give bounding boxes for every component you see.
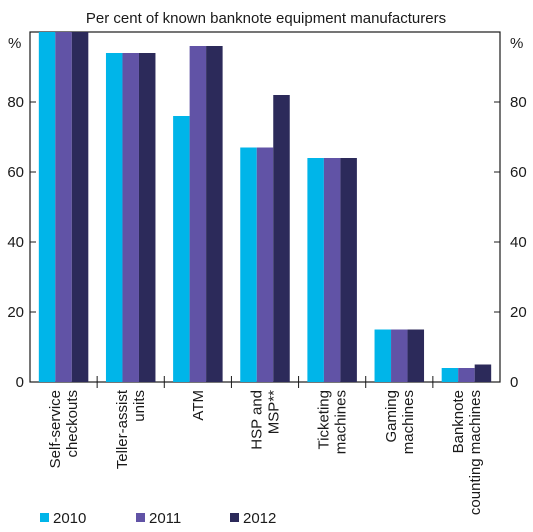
x-tick-label-3: MSP** xyxy=(266,390,283,434)
bar-2011-4 xyxy=(323,158,341,382)
y-tick-label-left: 20 xyxy=(7,304,24,321)
y-tick-label-right: 80 xyxy=(510,94,527,111)
bar-2011-2 xyxy=(189,46,207,382)
legend-label-2010: 2010 xyxy=(53,510,86,527)
bar-2011-6 xyxy=(458,368,475,382)
bars xyxy=(38,32,492,382)
bar-2010-2 xyxy=(173,116,190,382)
bar-2012-6 xyxy=(474,364,492,382)
x-tick-label-1: Teller-assist xyxy=(114,389,131,469)
legend-swatch-2012 xyxy=(230,513,239,522)
y-tick-label-left: 0 xyxy=(16,374,24,391)
y-tick-label-left: 40 xyxy=(7,234,24,251)
legend-swatch-2011 xyxy=(136,513,145,522)
bar-2012-3 xyxy=(273,95,290,382)
bar-2010-5 xyxy=(374,329,392,382)
x-tick-label-4: Ticketing xyxy=(316,390,333,449)
x-tick-label-3: HSP and xyxy=(249,390,266,450)
x-tick-label-1: units xyxy=(131,390,148,422)
x-tick-label-0: Self-service xyxy=(47,390,64,468)
bar-2010-6 xyxy=(441,368,459,382)
x-tick-label-6: Banknote xyxy=(450,390,467,453)
bar-2011-1 xyxy=(122,53,139,382)
x-tick-label-5: Gaming xyxy=(383,390,400,443)
bar-2010-0 xyxy=(38,32,56,382)
y-tick-label-right: 40 xyxy=(510,234,527,251)
y-axis-label-right: % xyxy=(510,35,523,52)
legend: 2010 2011 2012 xyxy=(40,510,276,527)
legend-label-2011: 2011 xyxy=(149,510,181,527)
y-axis-label-left: % xyxy=(8,35,21,52)
bar-2012-4 xyxy=(340,158,357,382)
bar-2010-4 xyxy=(307,158,324,382)
bar-2010-3 xyxy=(240,147,257,382)
x-tick-label-4: machines xyxy=(333,390,350,454)
x-tick-label-0: checkouts xyxy=(64,390,81,458)
bar-2012-1 xyxy=(138,53,156,382)
y-tick-label-left: 80 xyxy=(7,94,24,111)
y-axis-ticks: 0 0 20 20 40 40 60 60 80 80 xyxy=(7,94,526,391)
bar-2010-1 xyxy=(105,53,123,382)
category-dividers xyxy=(96,376,434,388)
x-tick-label-5: machines xyxy=(400,390,417,454)
chart-subtitle: Per cent of known banknote equipment man… xyxy=(86,10,446,27)
bar-2011-5 xyxy=(391,329,408,382)
x-axis-tick-labels: Self-service checkouts Teller-assist units A… xyxy=(47,389,484,515)
bar-2011-3 xyxy=(256,147,274,382)
bar-2012-2 xyxy=(206,46,223,382)
x-tick-label-6: counting machines xyxy=(467,390,484,515)
legend-label-2012: 2012 xyxy=(243,510,276,527)
y-tick-label-right: 60 xyxy=(510,164,527,181)
bar-2012-5 xyxy=(407,329,425,382)
y-tick-label-left: 60 xyxy=(7,164,24,181)
y-tick-label-right: 20 xyxy=(510,304,527,321)
bar-2012-0 xyxy=(71,32,89,382)
legend-swatch-2010 xyxy=(40,513,49,522)
x-tick-label-2: ATM xyxy=(190,390,207,421)
y-tick-label-right: 0 xyxy=(510,374,518,391)
bar-2011-0 xyxy=(55,32,72,382)
